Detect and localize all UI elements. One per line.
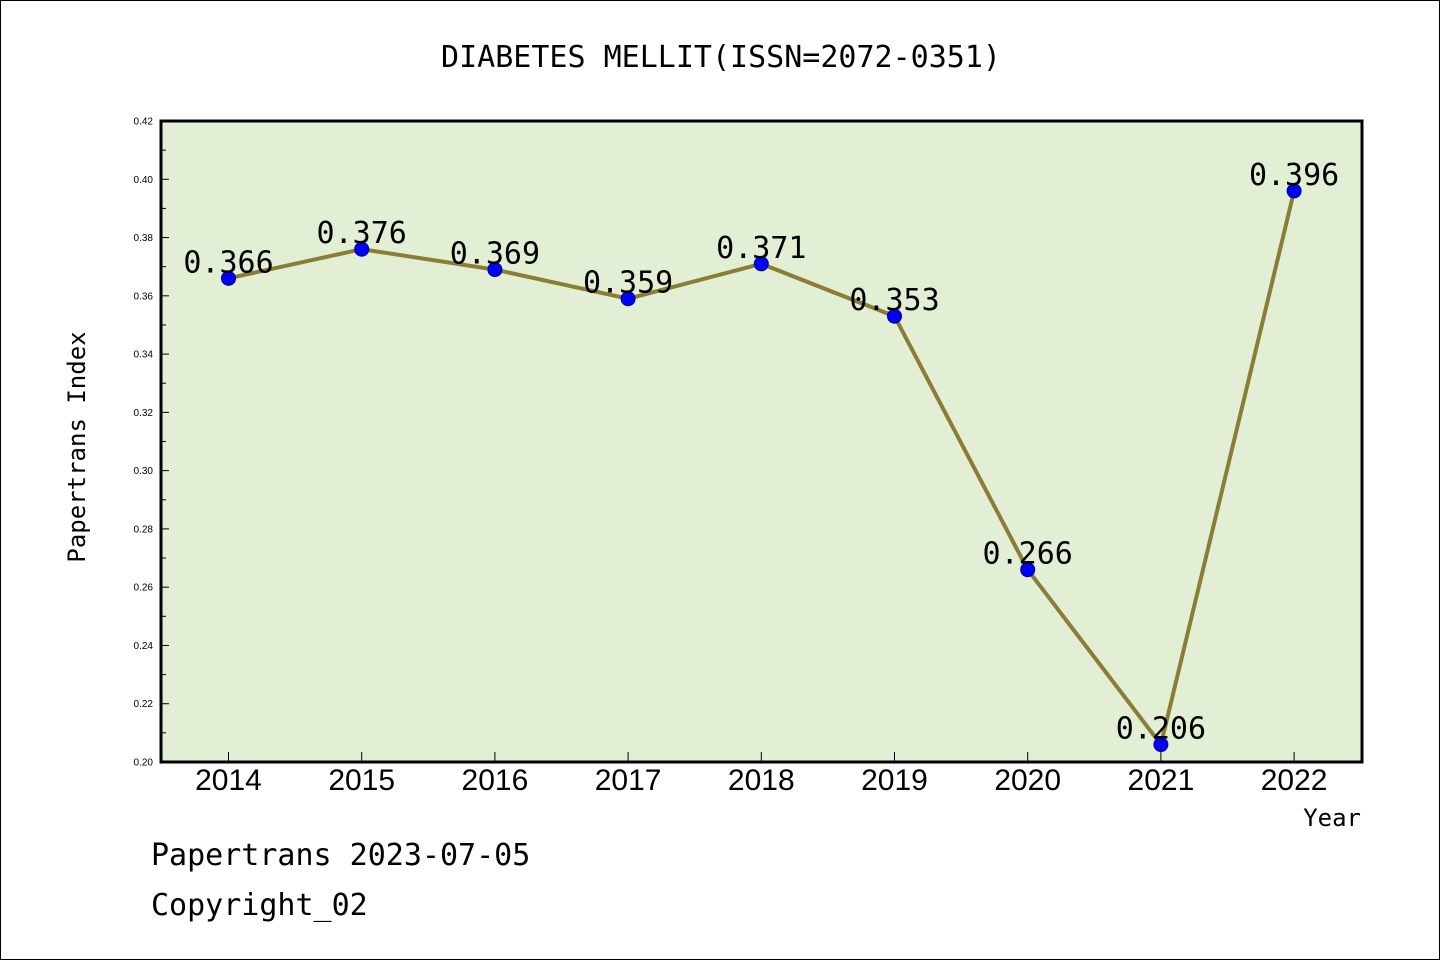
y-tick-label: 0.30 [134,466,154,477]
data-point [753,256,769,272]
x-tick-label: 2020 [994,764,1061,797]
y-tick-label: 0.28 [134,524,154,535]
data-label: 0.359 [583,266,673,301]
data-label: 0.396 [1249,158,1339,193]
data-point [620,291,636,307]
y-tick-label: 0.26 [134,583,154,594]
data-point [1020,562,1036,578]
y-axis: 0.20 0.22 0.24 0.26 0.28 0.30 0.32 0.34 0.36 0.38… [134,117,169,769]
x-tick-label: 2014 [195,764,262,797]
x-axis: 2014 2015 2016 2017 2018 2019 2020 2021 2022 [195,752,1327,797]
x-tick-label: 2019 [861,764,928,797]
x-tick-label: 2018 [728,764,795,797]
series-markers [221,183,1302,753]
y-tick-label: 0.36 [134,291,154,302]
data-labels: 0.366 0.376 0.369 0.359 0.371 0.353 0.266 0.206… [183,158,1339,747]
data-label: 0.366 [183,245,273,280]
y-tick-label: 0.40 [134,175,154,186]
x-axis-title: Year [1303,804,1361,832]
data-label: 0.353 [849,283,939,318]
x-tick-label: 2021 [1128,764,1195,797]
y-tick-label: 0.22 [134,699,154,710]
plot-area [159,119,1364,764]
y-tick-label: 0.20 [134,758,154,769]
data-point [1153,737,1169,753]
data-point [354,241,370,257]
x-tick-label: 2015 [328,764,395,797]
y-tick-label: 0.32 [134,408,154,419]
chart-title: DIABETES MELLIT(ISSN=2072-0351) [441,40,1001,75]
data-point [487,262,503,278]
y-axis-title: Papertrans Index [63,331,91,562]
y-tick-label: 0.34 [134,350,154,361]
data-point [887,308,902,324]
x-tick-label: 2022 [1261,764,1328,797]
data-label: 0.369 [450,237,540,272]
data-label: 0.266 [983,537,1073,572]
data-label: 0.376 [317,216,407,251]
data-label: 0.206 [1116,712,1206,747]
data-point [1286,183,1302,199]
footer-copyright: Copyright_02 [151,888,368,923]
y-tick-label: 0.42 [134,117,154,128]
y-tick-label: 0.38 [134,233,154,244]
x-tick-label: 2016 [462,764,529,797]
data-label: 0.371 [716,231,806,266]
x-tick-label: 2017 [595,764,662,797]
footer-date: Papertrans 2023-07-05 [151,838,530,873]
data-point [221,270,236,286]
y-tick-label: 0.24 [134,641,154,652]
